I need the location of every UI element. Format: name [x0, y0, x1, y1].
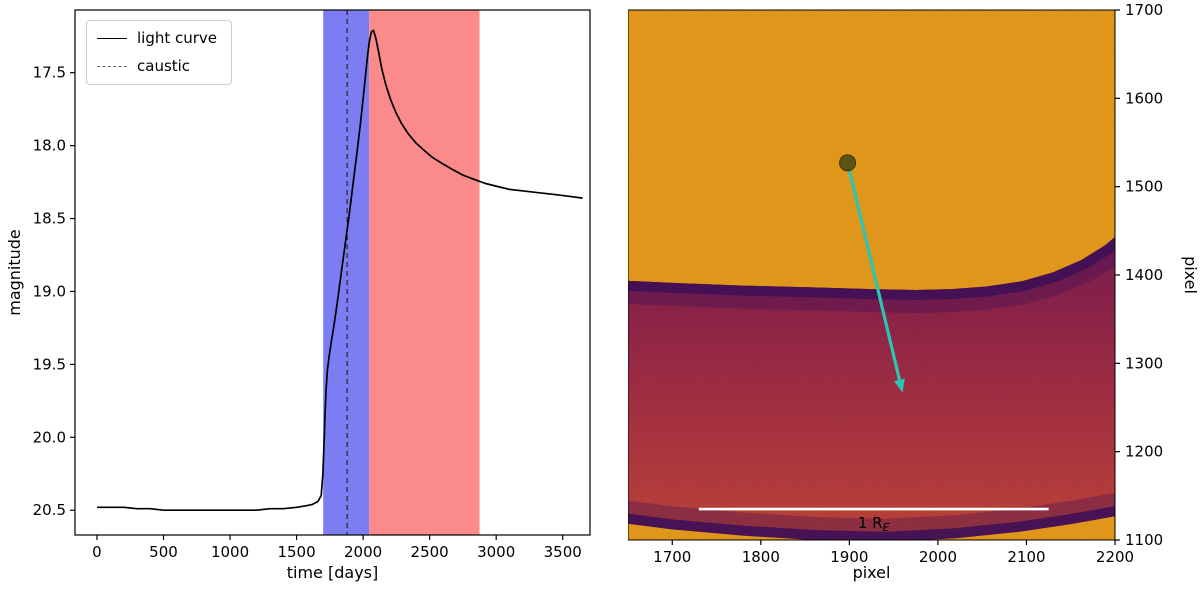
- axes-frame: [74, 9, 591, 536]
- y-tick-label: 20.0: [33, 428, 66, 446]
- y-tick-label: 1400: [1125, 266, 1163, 284]
- y-tick-label: 1100: [1125, 531, 1163, 549]
- y-tick-label: 19.0: [33, 282, 66, 300]
- y-tick-label: 1600: [1125, 89, 1163, 107]
- y-axis-label-right: pixel: [1181, 256, 1200, 294]
- x-tick-label: 2000: [919, 548, 957, 566]
- x-tick-label: 3000: [477, 543, 515, 561]
- y-tick-label: 17.5: [33, 64, 66, 82]
- legend: light curve caustic: [86, 20, 233, 85]
- noise-texture: [628, 10, 1115, 540]
- x-tick-label: 1000: [211, 543, 249, 561]
- trajectory-arrow-head: [894, 378, 905, 393]
- x-tick-label: 3500: [544, 543, 582, 561]
- x-tick-label: 2100: [1007, 548, 1045, 566]
- x-tick-label: 2500: [411, 543, 449, 561]
- x-tick-label: 1700: [653, 548, 691, 566]
- source-star-dot: [839, 154, 857, 172]
- light-curve-line: [97, 29, 583, 512]
- legend-item-caustic: caustic: [97, 57, 217, 75]
- legend-label-light-curve: light curve: [137, 29, 218, 47]
- blue-band: [323, 10, 370, 535]
- y-tick-label: 1200: [1125, 443, 1163, 461]
- x-tick-label: 1900: [830, 548, 868, 566]
- x-tick-label: 2200: [1096, 548, 1134, 566]
- x-tick-label: 1500: [277, 543, 315, 561]
- y-tick-label: 20.5: [33, 501, 66, 519]
- scalebar-label: 1 RE: [858, 514, 890, 534]
- x-axis-label: pixel: [853, 563, 891, 582]
- legend-label-caustic: caustic: [137, 57, 191, 75]
- y-axis-label: magnitude: [5, 229, 24, 316]
- x-tick-label: 500: [149, 543, 178, 561]
- legend-solid-line-sample: [97, 37, 127, 39]
- y-tick-label: 18.0: [33, 137, 66, 155]
- x-tick-label: 2000: [344, 543, 382, 561]
- legend-item-light-curve: light curve: [97, 29, 217, 47]
- y-tick-label: 1500: [1125, 178, 1163, 196]
- light-curve-panel: 0 500 1000 1500 2000 2500 3000 3500 17.5 18.0 18.5…: [5, 9, 591, 582]
- x-tick-label: 0: [92, 543, 102, 561]
- y-tick-label: 1700: [1125, 1, 1163, 19]
- y-tick-label: 19.5: [33, 355, 66, 373]
- x-tick-label: 1800: [742, 548, 780, 566]
- trajectory-arrow-line: [846, 162, 902, 381]
- x-axis-label: time [days]: [287, 563, 378, 582]
- red-band: [369, 10, 480, 535]
- y-tick-label: 18.5: [33, 210, 66, 228]
- legend-dashed-line-sample: [97, 65, 127, 67]
- y-tick-label: 1300: [1125, 354, 1163, 372]
